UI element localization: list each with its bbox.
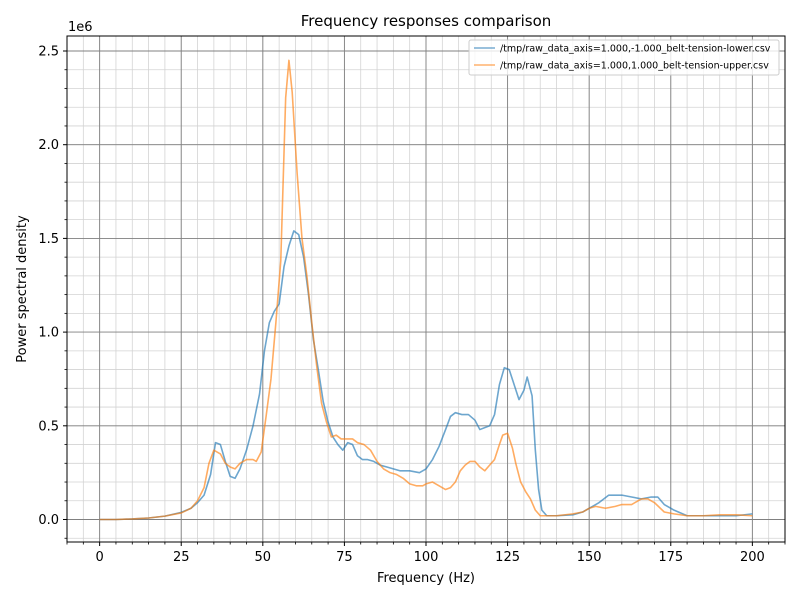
legend-box bbox=[468, 39, 780, 76]
y-tick-label: 1.0 bbox=[38, 326, 59, 341]
series-layer bbox=[99, 59, 753, 521]
x-tick-label: 50 bbox=[255, 550, 272, 565]
series-line-upper bbox=[99, 59, 753, 521]
x-axis-label: Frequency (Hz) bbox=[377, 571, 475, 586]
legend-entry-upper: /tmp/raw_data_axis=1.000,1.000_belt-tens… bbox=[500, 61, 769, 72]
x-tick-label: 175 bbox=[658, 550, 683, 565]
y-tick-label: 2.5 bbox=[38, 44, 59, 59]
y-tick-label: 0.5 bbox=[38, 419, 59, 434]
x-tick-label: 75 bbox=[336, 550, 353, 565]
y-tick-label: 2.0 bbox=[38, 138, 59, 153]
x-tick-label: 200 bbox=[740, 550, 765, 565]
x-axis-ticks: 0 25 50 75 100 125 150 175 200 bbox=[66, 542, 786, 565]
legend: /tmp/raw_data_axis=1.000,-1.000_belt-ten… bbox=[468, 39, 780, 76]
x-tick-label: 25 bbox=[173, 550, 190, 565]
major-grid bbox=[67, 36, 785, 542]
y-axis-offset-label: 1e6 bbox=[68, 20, 93, 35]
x-tick-label: 0 bbox=[95, 550, 103, 565]
y-axis-ticks: 0.0 0.5 1.0 1.5 2.0 2.5 bbox=[38, 44, 67, 539]
x-tick-label: 100 bbox=[414, 550, 439, 565]
y-tick-label: 1.5 bbox=[38, 232, 59, 247]
legend-entry-lower: /tmp/raw_data_axis=1.000,-1.000_belt-ten… bbox=[500, 44, 771, 55]
x-tick-label: 125 bbox=[495, 550, 520, 565]
x-tick-label: 150 bbox=[577, 550, 602, 565]
y-tick-label: 0.0 bbox=[38, 513, 59, 528]
chart-title: Frequency responses comparison bbox=[301, 12, 552, 30]
y-axis-label: Power spectral density bbox=[15, 215, 30, 363]
